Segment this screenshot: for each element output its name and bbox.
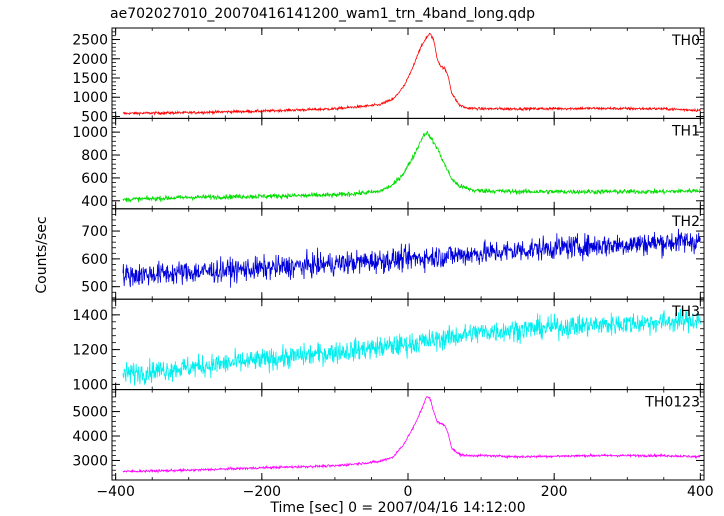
x-tick-label: −200 [243, 484, 281, 500]
panel-frame [111, 27, 705, 119]
y-axis-label: Counts/sec [34, 216, 50, 293]
panel-label-th0: TH0 [671, 33, 700, 49]
x-tick-label: −400 [96, 484, 134, 500]
panel-frame [111, 298, 705, 391]
series-line-th0123 [122, 395, 701, 474]
y-tick-label: 500 [81, 109, 108, 125]
x-tick-label: 0 [404, 484, 413, 500]
panel-label-th3: TH3 [671, 304, 700, 320]
series-line-th2 [122, 228, 701, 288]
panel-th0: 500 1000 1500 2000 2500 TH0 [72, 27, 705, 125]
series-line-th1 [122, 130, 701, 203]
panel-label-th0123: TH0123 [644, 395, 700, 411]
y-tick-label: 1500 [72, 71, 108, 87]
y-tick-label: 2000 [72, 52, 108, 68]
panel-label-th1: TH1 [671, 123, 700, 139]
y-tick-label: 1400 [72, 308, 108, 324]
y-tick-label: 600 [81, 171, 108, 187]
y-tick-label: 2500 [72, 33, 108, 49]
panel-label-th2: TH2 [671, 214, 700, 230]
y-tick-label: 500 [81, 280, 108, 296]
series-line-th0 [122, 32, 701, 117]
y-tick-label: 3000 [72, 453, 108, 469]
y-tick-label: 4000 [72, 429, 108, 445]
panel-frame [111, 389, 705, 481]
y-tick-label: 400 [81, 194, 108, 210]
y-tick-label: 800 [81, 148, 108, 164]
y-tick-label: 5000 [72, 405, 108, 421]
panel-th0123: 3000 4000 5000 TH0123 [72, 389, 705, 481]
panel-th3: 1000 1200 1400 TH3 [72, 298, 705, 393]
x-axis-label: Time [sec] 0 = 2007/04/16 14:12:00 [269, 500, 525, 516]
series-line-th3 [122, 308, 701, 386]
y-tick-label: 1000 [72, 125, 108, 141]
y-tick-label: 1000 [72, 90, 108, 106]
y-tick-label: 1000 [72, 377, 108, 393]
y-tick-label: 600 [81, 252, 108, 268]
chart-title: ae702027010_20070416141200_wam1_trn_4ban… [110, 6, 535, 22]
y-tick-label: 700 [81, 224, 108, 240]
panel-th1: 400 600 800 1000 TH1 [72, 117, 705, 210]
y-tick-label: 1200 [72, 343, 108, 359]
x-tick-label: 400 [687, 484, 714, 500]
x-tick-label: 200 [541, 484, 568, 500]
panel-th2: 500 600 700 TH2 [81, 208, 705, 300]
